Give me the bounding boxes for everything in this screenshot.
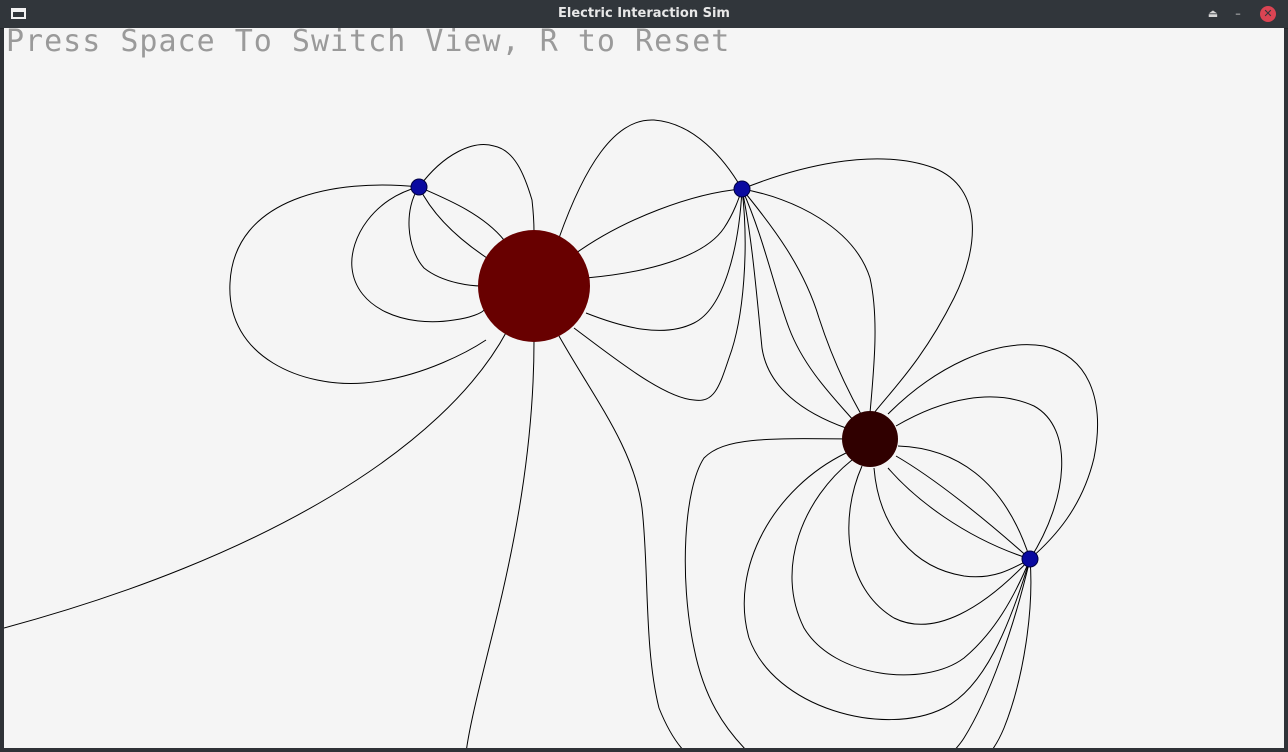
window-title: Electric Interaction Sim: [558, 6, 730, 21]
field-line: [992, 558, 1032, 748]
field-line: [351, 186, 485, 323]
field-line: [897, 445, 1031, 560]
field-line: [955, 558, 1031, 748]
field-line: [791, 459, 1031, 676]
field-line: [887, 467, 1031, 560]
field-line: [848, 465, 1031, 625]
negative-charge-1: [410, 178, 428, 196]
field-line: [873, 467, 1031, 578]
controls-hint: Press Space To Switch View, R to Reset: [6, 28, 731, 59]
field-line: [895, 455, 1031, 560]
close-icon[interactable]: ✕: [1260, 6, 1276, 22]
field-line: [418, 186, 505, 241]
charges: [410, 178, 1039, 568]
simulation-canvas[interactable]: Press Space To Switch View, R to Reset: [4, 28, 1284, 748]
large-positive-charge: [478, 230, 590, 342]
negative-charge-2: [733, 180, 751, 198]
field-line: [418, 186, 491, 261]
title-bar[interactable]: Electric Interaction Sim ⏏ – ✕: [0, 0, 1288, 29]
field-line: [741, 188, 847, 429]
field-line: [4, 330, 508, 629]
minimize-icon[interactable]: –: [1235, 7, 1241, 20]
field-line: [743, 452, 1031, 721]
field-line: [558, 335, 683, 748]
field-line: [684, 438, 847, 748]
field-line: [408, 186, 483, 287]
field-line: [571, 188, 743, 257]
field-line: [741, 158, 973, 414]
field-line: [585, 188, 743, 331]
field-line: [895, 396, 1063, 560]
field-line: [558, 119, 743, 239]
field-lines-layer: [4, 119, 1098, 748]
medium-positive-charge: [842, 411, 898, 467]
field-line: [585, 188, 743, 279]
field-line: [229, 184, 487, 385]
window-icon[interactable]: [11, 8, 26, 19]
field-line: [466, 340, 535, 748]
field-line: [741, 188, 863, 417]
field-line: [741, 188, 855, 422]
field-line: [887, 344, 1098, 560]
field-lines: [4, 119, 1098, 748]
negative-charge-3: [1021, 550, 1039, 568]
eject-icon[interactable]: ⏏: [1207, 7, 1219, 20]
field-line: [573, 188, 746, 401]
field-line: [741, 188, 876, 414]
field-line: [418, 144, 535, 233]
